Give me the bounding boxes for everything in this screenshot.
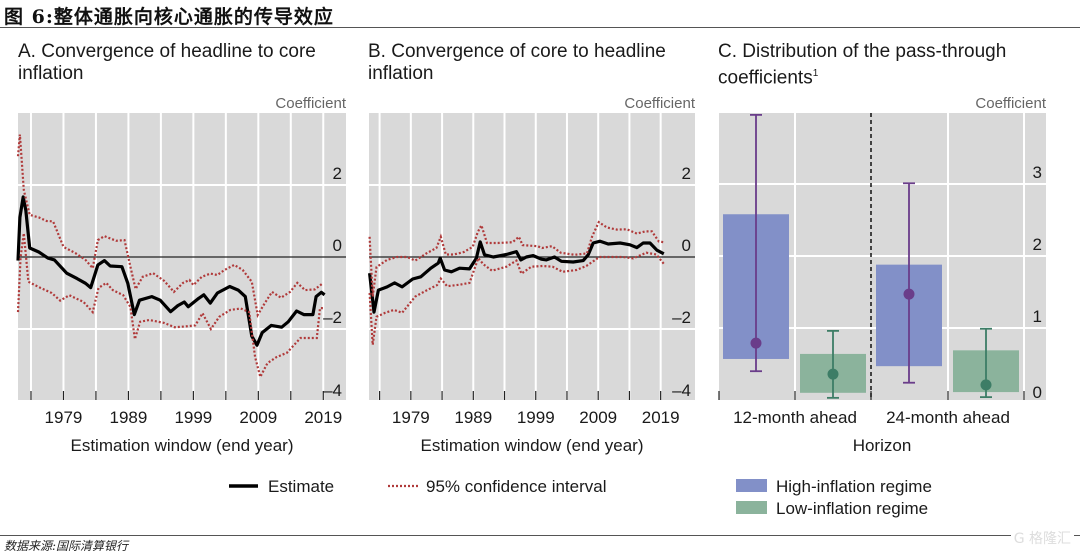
panel-c-point-low: [828, 369, 839, 380]
panel-a-xtick-label: 2009: [239, 408, 277, 427]
panel-c-ylabel: Coefficient: [975, 95, 1046, 112]
panel-b-ylabel: Coefficient: [624, 95, 695, 112]
panel-a-xlabel: Estimation window (end year): [71, 436, 294, 455]
panel-c-ytick-label: 1: [1033, 307, 1042, 326]
panel-c-category-label: 12-month ahead: [733, 408, 857, 427]
panel-a-xtick-label: 1989: [110, 408, 148, 427]
panel-b-xtick-label: 1999: [517, 408, 555, 427]
panel-b-xlabel: Estimation window (end year): [421, 436, 644, 455]
legend-high-swatch: [736, 479, 767, 492]
panel-a-ylabel: Coefficient: [275, 95, 346, 112]
panel-b-xtick-label: 2019: [642, 408, 680, 427]
panel-c-ytick-label: 0: [1033, 383, 1042, 402]
legend-low-swatch: [736, 501, 767, 514]
panel-b-ytick-label: 0: [682, 236, 691, 255]
panel-c-ytick-label: 2: [1033, 235, 1042, 254]
panel-b-ytick-label: –4: [672, 381, 691, 400]
panel-b-ytick-label: 2: [682, 164, 691, 183]
legend-low-label: Low-inflation regime: [776, 499, 928, 518]
panel-b-xtick-label: 2009: [579, 408, 617, 427]
panel-a-ytick-label: –2: [323, 308, 342, 327]
panel-b-ytick-label: –2: [672, 308, 691, 327]
panel-a-xtick-label: 2019: [304, 408, 342, 427]
panel-c-xlabel: Horizon: [853, 436, 912, 455]
legend-estimate-label: Estimate: [268, 477, 334, 496]
panel-c-point-high: [751, 338, 762, 349]
source-note: 数据来源:国际清算银行: [4, 537, 128, 554]
watermark: G 格隆汇: [1011, 528, 1074, 548]
panel-a-ytick-label: 0: [333, 236, 342, 255]
panel-c-point-high: [904, 289, 915, 300]
panel-c-point-low: [981, 379, 992, 390]
panel-b-xtick-label: 1989: [454, 408, 492, 427]
legend-high-label: High-inflation regime: [776, 477, 932, 496]
panel-c-category-label: 24-month ahead: [886, 408, 1010, 427]
panel-c-ytick-label: 3: [1033, 163, 1042, 182]
bottom-rule: [0, 535, 1080, 536]
panel-b-xtick-label: 1979: [392, 408, 430, 427]
panel-a-xtick-label: 1999: [174, 408, 212, 427]
panel-a-ytick-label: 2: [333, 164, 342, 183]
panel-a-ytick-label: –4: [323, 381, 342, 400]
legend-ci-label: 95% confidence interval: [426, 477, 607, 496]
panel-a-xtick-label: 1979: [45, 408, 83, 427]
